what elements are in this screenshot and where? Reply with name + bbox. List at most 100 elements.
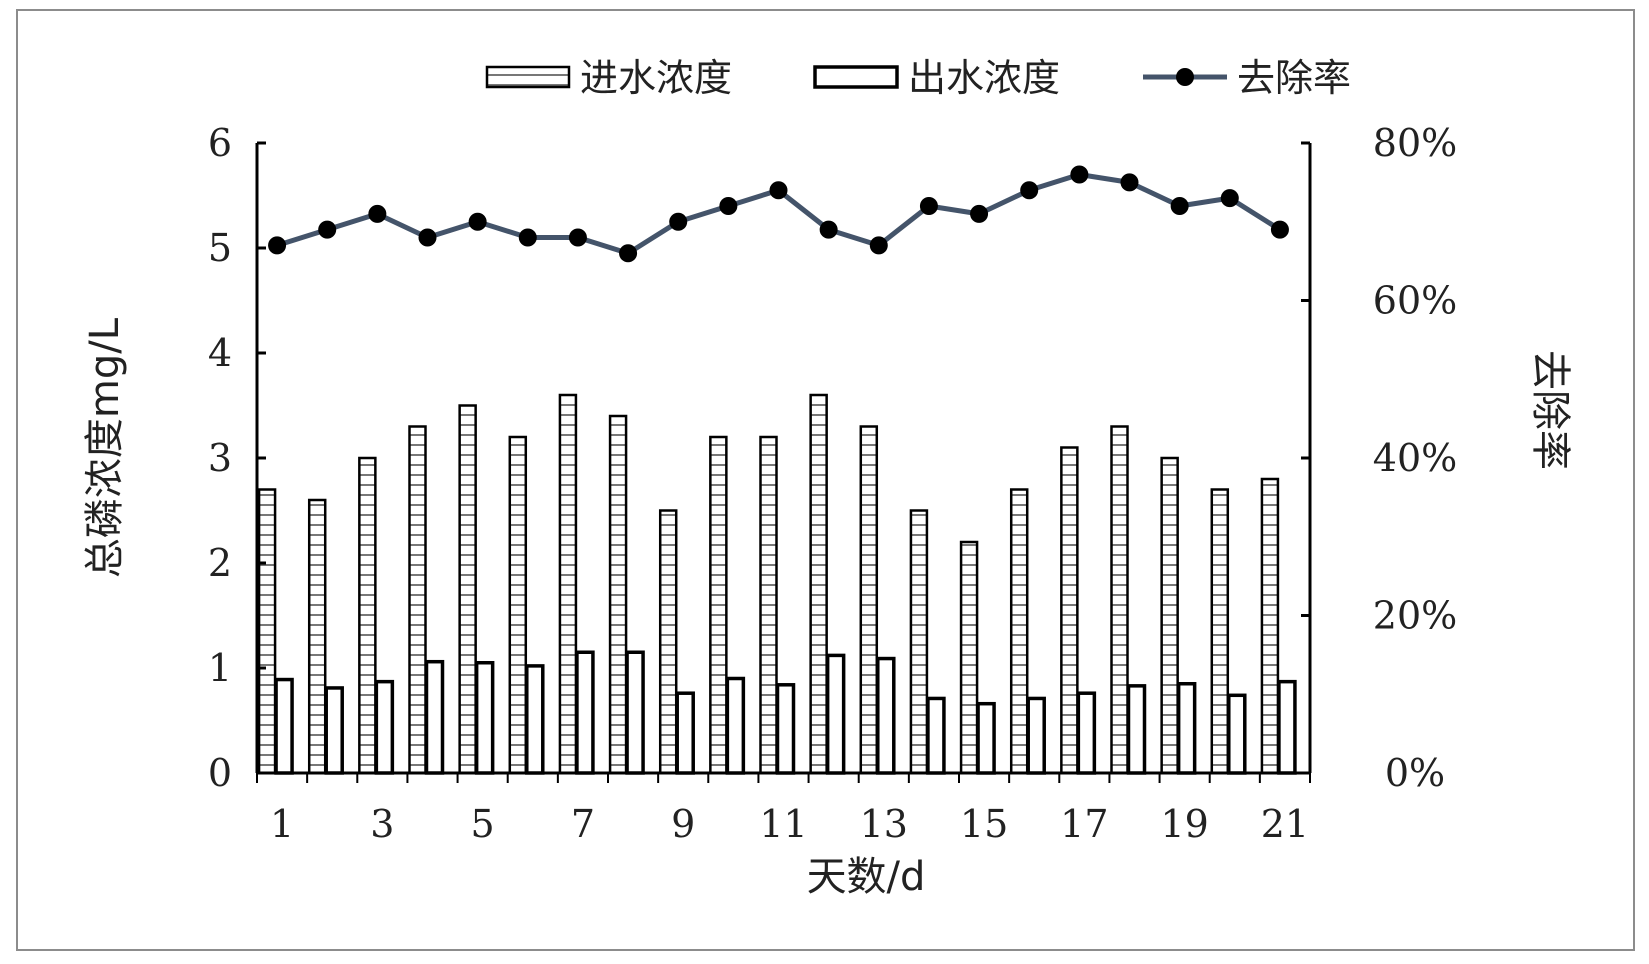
inflow-bar (458, 404, 477, 775)
outflow-bar (825, 653, 846, 775)
x-tick-label: 5 (471, 802, 495, 846)
inflow-bar (1160, 456, 1179, 775)
removal-rate-point (1220, 189, 1239, 208)
inflow-bar (909, 509, 929, 775)
right-y-tick-label: 40% (1373, 436, 1457, 480)
inflow-bar (1009, 488, 1029, 775)
outflow-bar (474, 661, 495, 775)
legend-swatch-inflow (485, 65, 571, 89)
outflow-bar (1277, 679, 1297, 775)
outflow-bar (725, 676, 746, 775)
inflow-bar (558, 393, 578, 775)
x-tick-label: 13 (860, 802, 908, 846)
x-tick-label: 15 (960, 802, 1008, 846)
outflow-bar (424, 659, 445, 775)
inflow-bar (709, 435, 728, 775)
removal-rate-point (268, 236, 287, 255)
x-tick-label: 11 (759, 802, 807, 846)
left-y-axis-title: 总磷浓度mg/L (82, 317, 128, 578)
removal-rate-point (1020, 181, 1039, 200)
left-y-tick-label: 1 (208, 646, 232, 690)
removal-rate-point (1070, 165, 1089, 184)
removal-rate-point (368, 204, 387, 223)
outflow-bar (876, 656, 896, 775)
outflow-bar (1126, 684, 1147, 775)
x-tick-label: 3 (370, 802, 394, 846)
x-tick-label: 1 (270, 802, 294, 846)
x-tick-label: 9 (671, 802, 695, 846)
removal-rate-point (468, 212, 487, 231)
right-y-tick-label: 60% (1373, 279, 1457, 323)
removal-rate-point (719, 197, 738, 215)
inflow-bar (408, 425, 427, 775)
line-layer (268, 165, 1289, 263)
removal-rate-point (518, 228, 537, 247)
right-y-tick-label: 20% (1373, 594, 1457, 638)
legend-swatch-removal-marker (1176, 68, 1194, 86)
inflow-bar (658, 509, 678, 775)
legend-label-outflow: 出水浓度 (908, 56, 1060, 100)
inflow-bar (1110, 425, 1129, 775)
removal-rate-point (1120, 173, 1139, 192)
right-y-tick-label: 0% (1385, 751, 1445, 795)
inflow-bar (608, 414, 628, 775)
right-y-axis-title: 去除率 (1527, 350, 1573, 470)
inflow-bar (759, 435, 778, 775)
outflow-bar (625, 650, 645, 775)
outflow-bar (575, 650, 595, 775)
legend-label-removal: 去除率 (1237, 56, 1351, 100)
x-tick-label: 17 (1060, 802, 1108, 846)
left-y-tick-label: 6 (208, 121, 232, 165)
removal-rate-point (318, 220, 337, 239)
x-tick-label: 21 (1261, 802, 1309, 846)
inflow-bar (959, 540, 979, 775)
removal-rate-point (919, 197, 938, 215)
inflow-bar (307, 498, 327, 775)
left-y-tick-label: 4 (208, 331, 232, 375)
x-tick-label: 19 (1160, 802, 1208, 846)
outflow-bar (675, 691, 695, 775)
outflow-bar (1076, 691, 1097, 775)
removal-rate-point (418, 228, 437, 247)
left-y-tick-label: 3 (208, 436, 232, 480)
right-y-tick-label: 80% (1373, 121, 1457, 165)
left-y-tick-label: 5 (208, 226, 232, 270)
inflow-bar (358, 456, 377, 775)
outflow-bar (926, 696, 946, 775)
outflow-bar (775, 683, 796, 775)
left-y-tick-label: 0 (208, 751, 232, 795)
outflow-bar (274, 677, 294, 775)
left-y-tick-label: 2 (208, 541, 232, 585)
removal-rate-point (619, 244, 638, 263)
outflow-bar (1026, 696, 1046, 775)
inflow-bar (1260, 477, 1280, 775)
x-tick-label: 7 (571, 802, 595, 846)
removal-rate-point (1170, 197, 1189, 215)
removal-rate-point (769, 181, 788, 200)
removal-rate-point (1270, 220, 1289, 239)
legend: 进水浓度 出水浓度 去除率 (485, 56, 1351, 100)
legend-label-inflow: 进水浓度 (580, 56, 732, 100)
bar-layer (257, 393, 1297, 775)
outflow-bar (1176, 682, 1197, 775)
removal-rate-point (819, 220, 838, 239)
outflow-bar (1227, 693, 1247, 775)
outflow-bar (525, 664, 545, 775)
removal-rate-point (970, 204, 989, 223)
outflow-bar (374, 679, 395, 775)
inflow-bar (257, 488, 277, 775)
inflow-bar (1210, 488, 1230, 775)
outflow-bar (324, 686, 344, 775)
inflow-bar (1060, 446, 1079, 775)
removal-rate-point (568, 228, 587, 247)
inflow-bar (809, 393, 828, 775)
inflow-bar (859, 425, 879, 775)
inflow-bar (508, 435, 528, 775)
x-axis-title: 天数/d (807, 854, 926, 900)
legend-swatch-outflow (813, 65, 899, 89)
removal-rate-point (669, 212, 688, 231)
removal-rate-point (869, 236, 888, 255)
